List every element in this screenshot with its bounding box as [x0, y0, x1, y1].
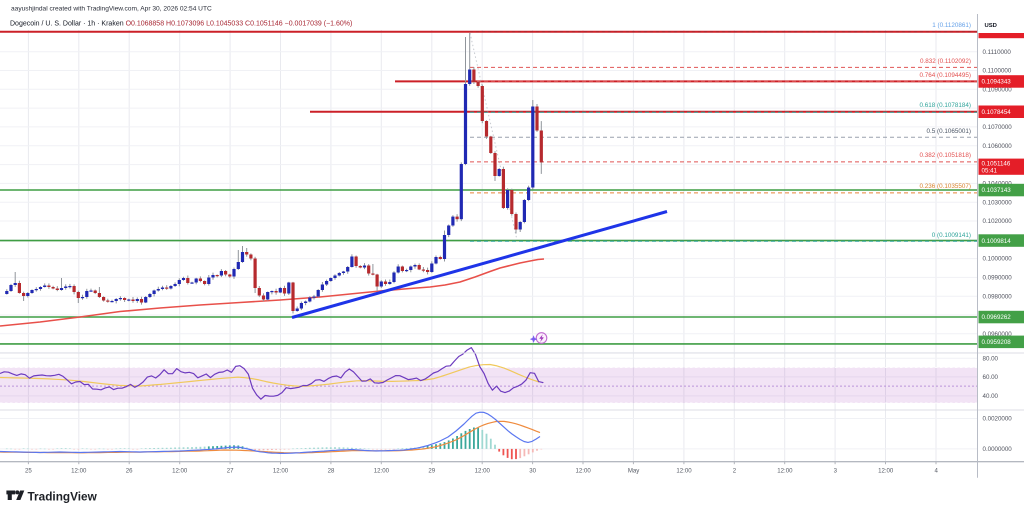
svg-text:30: 30 [529, 467, 536, 474]
svg-text:Dogecoin / U. S. Dollar · 1h ·: Dogecoin / U. S. Dollar · 1h · Kraken O0… [10, 21, 352, 28]
svg-text:0.1037143: 0.1037143 [982, 187, 1012, 194]
svg-text:12:00: 12:00 [374, 467, 390, 474]
svg-text:0.1078454: 0.1078454 [982, 109, 1012, 116]
svg-text:3: 3 [834, 467, 838, 474]
svg-text:29: 29 [428, 467, 435, 474]
svg-text:60.00: 60.00 [983, 374, 999, 381]
svg-text:0.5 (0.1065001): 0.5 (0.1065001) [927, 128, 971, 135]
svg-text:0.1020000: 0.1020000 [983, 218, 1013, 225]
svg-text:12:00: 12:00 [575, 467, 591, 474]
svg-text:0.0000000: 0.0000000 [983, 446, 1013, 453]
svg-text:12:00: 12:00 [475, 467, 491, 474]
svg-text:12:00: 12:00 [878, 467, 894, 474]
svg-text:4: 4 [935, 467, 939, 474]
svg-text:0.236 (0.1035507): 0.236 (0.1035507) [920, 183, 971, 190]
svg-text:80.00: 80.00 [983, 356, 999, 363]
svg-text:12:00: 12:00 [273, 467, 289, 474]
svg-text:0.1090000: 0.1090000 [983, 87, 1013, 94]
svg-text:0.0959208: 0.0959208 [982, 339, 1012, 346]
svg-text:aayushjindal created with Trad: aayushjindal created with TradingView.co… [11, 6, 212, 13]
svg-text:0.1060000: 0.1060000 [983, 143, 1013, 150]
svg-text:40.00: 40.00 [983, 393, 999, 400]
svg-text:12:00: 12:00 [676, 467, 692, 474]
svg-text:0.1110000: 0.1110000 [983, 49, 1012, 56]
svg-text:USD: USD [985, 23, 997, 29]
svg-text:0.1070000: 0.1070000 [983, 124, 1013, 131]
svg-text:12:00: 12:00 [71, 467, 87, 474]
svg-text:28: 28 [328, 467, 335, 474]
svg-text:0.832 (0.1102092): 0.832 (0.1102092) [920, 58, 971, 65]
svg-text:2: 2 [733, 467, 737, 474]
svg-text:0.1030000: 0.1030000 [983, 199, 1013, 206]
svg-text:0.382 (0.1051818): 0.382 (0.1051818) [920, 152, 971, 159]
svg-text:0.1009814: 0.1009814 [982, 238, 1012, 245]
svg-text:0.0990000: 0.0990000 [983, 275, 1013, 282]
svg-text:26: 26 [126, 467, 133, 474]
svg-text:0.0960000: 0.0960000 [983, 331, 1013, 338]
svg-text:0.1100000: 0.1100000 [983, 68, 1012, 75]
svg-text:12:00: 12:00 [172, 467, 188, 474]
svg-text:05:41: 05:41 [982, 168, 998, 175]
svg-text:0 (0.1009141): 0 (0.1009141) [932, 232, 971, 239]
svg-text:0.0020000: 0.0020000 [983, 416, 1013, 423]
svg-text:27: 27 [227, 467, 234, 474]
svg-text:25: 25 [25, 467, 32, 474]
svg-text:May: May [628, 467, 640, 474]
svg-text:0.1094343: 0.1094343 [982, 79, 1012, 86]
svg-text:0.1000000: 0.1000000 [983, 256, 1013, 263]
svg-text:0.0969262: 0.0969262 [982, 314, 1012, 321]
svg-text:1 (0.1120861): 1 (0.1120861) [932, 22, 971, 29]
svg-text:12:00: 12:00 [777, 467, 793, 474]
svg-text:0.618 (0.1078184): 0.618 (0.1078184) [920, 102, 971, 109]
svg-text:0.0980000: 0.0980000 [983, 293, 1013, 300]
svg-text:0.764 (0.1094495): 0.764 (0.1094495) [920, 72, 971, 79]
svg-text:TradingView: TradingView [28, 490, 98, 504]
svg-text:0.1051146: 0.1051146 [982, 160, 1011, 167]
